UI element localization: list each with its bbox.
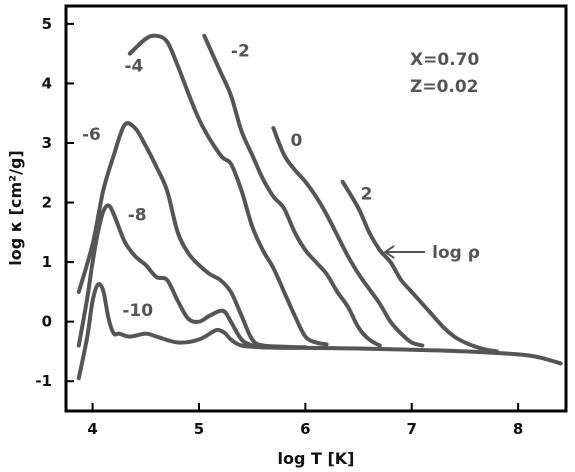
- x-axis-title: log T [K]: [277, 449, 354, 468]
- y-tick-label: -1: [35, 372, 52, 390]
- plot-frame: [64, 4, 568, 413]
- curve-label-3: -4: [125, 57, 144, 77]
- opacity-curve-1: [76, 203, 287, 350]
- x-tick-label: 8: [513, 420, 523, 438]
- curve-label-6: 2: [361, 185, 373, 205]
- density-arrow: [384, 245, 426, 259]
- opacity-curve-3: [127, 33, 329, 347]
- curve-label-0: -10: [122, 301, 153, 321]
- composition-x-label: X=0.70: [410, 50, 479, 70]
- y-tick-label: 3: [42, 134, 52, 152]
- x-tick-label: 6: [300, 420, 310, 438]
- curve-labels: -10 -8 -6 -4 -2 0 2: [82, 42, 373, 321]
- curve-label-4: -2: [231, 42, 250, 62]
- opacity-curves: [76, 33, 563, 381]
- opacity-curve-2: [76, 121, 308, 350]
- composition-z-label: Z=0.02: [410, 77, 479, 97]
- y-tick-label: 0: [42, 313, 52, 331]
- y-axis-title: log κ [cm²/g]: [6, 150, 25, 266]
- y-tick-label: 2: [42, 194, 52, 212]
- y-tick-label: 4: [42, 74, 52, 92]
- arrow-head-icon: [384, 245, 395, 259]
- curve-label-1: -8: [128, 205, 147, 225]
- opacity-curve-4: [202, 33, 382, 348]
- opacity-curve-0: [76, 282, 563, 381]
- opacity-curve-5: [271, 126, 425, 348]
- y-tick-label: 5: [42, 15, 52, 33]
- x-tick-label: 4: [87, 420, 97, 438]
- density-label: log ρ: [432, 243, 480, 263]
- opacity-curve-6: [340, 179, 499, 354]
- curve-label-2: -6: [82, 125, 101, 145]
- x-tick-label: 7: [407, 420, 417, 438]
- curve-label-5: 0: [290, 131, 302, 151]
- y-tick-label: 1: [42, 253, 52, 271]
- x-tick-label: 5: [194, 420, 204, 438]
